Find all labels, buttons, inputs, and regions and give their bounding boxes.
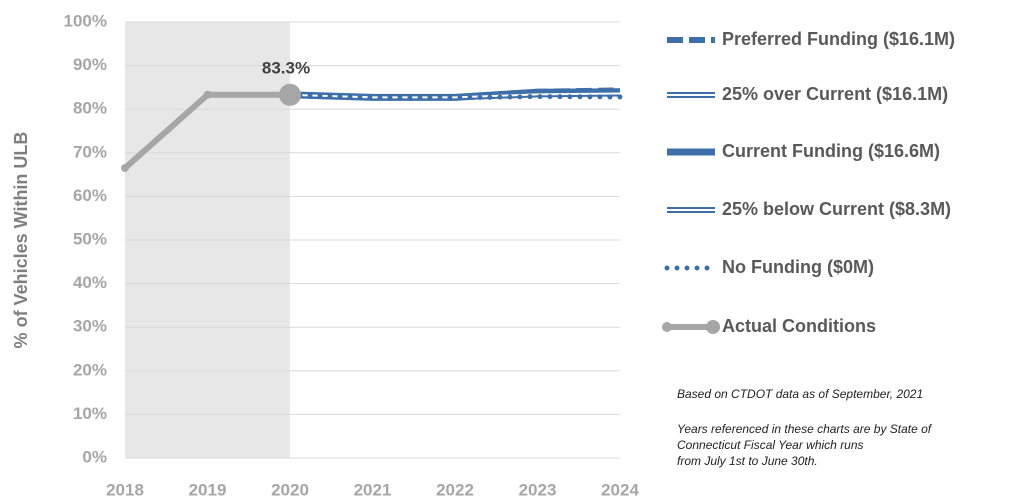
legend-label: 25% below Current ($8.3M) [722,199,951,219]
y-tick-label: 80% [73,99,107,118]
y-tick-label: 20% [73,360,107,379]
x-tick-label: 2020 [271,480,309,499]
y-tick-label: 60% [73,186,107,205]
y-tick-label: 70% [73,142,107,161]
y-tick-label: 40% [73,273,107,292]
note: Connecticut Fiscal Year which runs [677,438,864,452]
y-axis-label: % of Vehicles Within ULB [11,132,31,349]
y-tick-label: 10% [73,404,107,423]
point-marker [203,90,212,99]
x-tick-label: 2018 [106,480,144,499]
point-marker [279,83,301,106]
y-tick-label: 90% [73,55,107,74]
y-tick-label: 100% [64,11,107,30]
x-tick-label: 2021 [354,480,392,499]
x-tick-label: 2022 [436,480,474,499]
point-marker [121,164,129,173]
x-tick-label: 2023 [519,480,557,499]
y-tick-label: 0% [82,447,107,466]
data-label: 83.3% [262,58,310,77]
note: from July 1st to June 30th. [677,454,818,468]
legend-label: 25% over Current ($16.1M) [722,84,948,104]
legend-label: No Funding ($0M) [722,257,874,277]
y-tick-label: 30% [73,317,107,336]
series-line-inner [289,92,621,99]
legend-marker [706,320,720,334]
x-tick-label: 2024 [601,480,639,499]
note: Based on CTDOT data as of September, 202… [677,387,923,401]
y-tick-label: 50% [73,229,107,248]
x-tick-label: 2019 [189,480,227,499]
legend-label: Actual Conditions [722,316,876,336]
legend-marker [662,322,672,332]
legend-label: Preferred Funding ($16.1M) [722,29,955,49]
note: Years referenced in these charts are by … [677,422,933,436]
legend-label: Current Funding ($16.6M) [722,141,940,161]
